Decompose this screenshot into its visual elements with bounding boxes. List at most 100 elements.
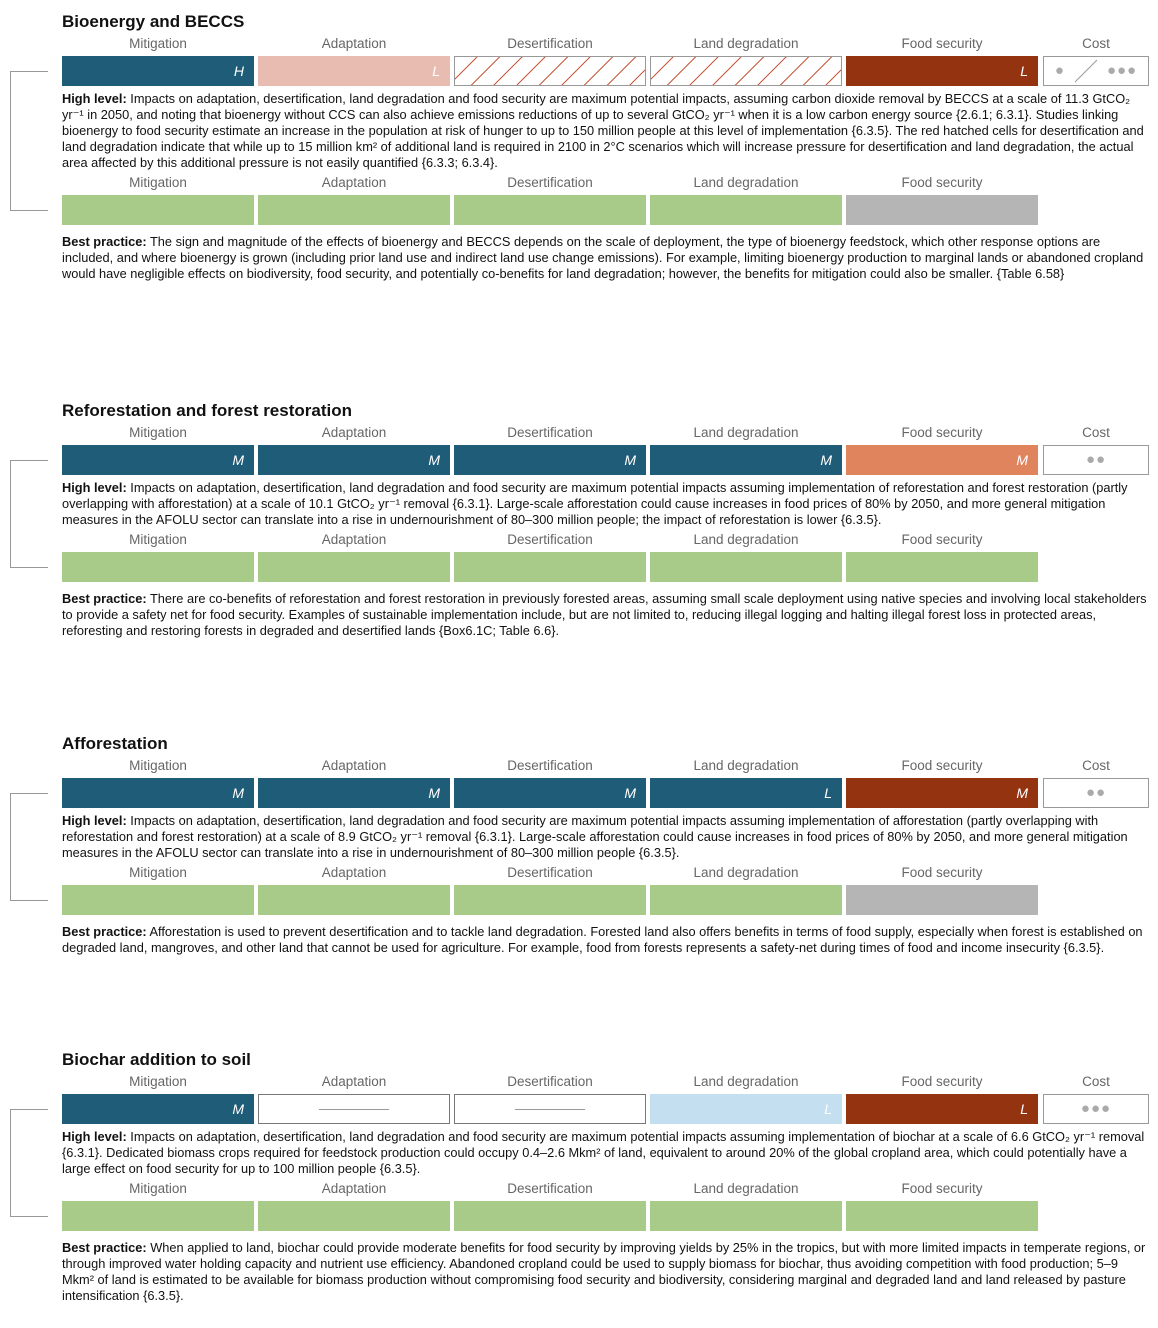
impact-cell: M	[258, 445, 450, 475]
bracket-bottom	[10, 900, 48, 901]
bracket-bottom	[10, 567, 48, 568]
confidence-letter: M	[232, 452, 244, 468]
section: Afforestation Mitigation Adaptation Deserti…	[0, 732, 1158, 956]
bracket-top	[10, 1109, 48, 1110]
impact-cell	[454, 1201, 646, 1231]
column-header: Land degradation	[693, 425, 799, 440]
cost-cell: ● ●●●	[1043, 56, 1149, 86]
description: High level: Impacts on adaptation, deser…	[62, 1129, 1150, 1177]
column-header: Mitigation	[129, 532, 187, 547]
description: High level: Impacts on adaptation, deser…	[62, 480, 1150, 528]
impact-cell	[650, 56, 842, 86]
column-header: Desertification	[507, 36, 593, 51]
description-text: Impacts on adaptation, desertification, …	[62, 1129, 1145, 1176]
confidence-letter: M	[624, 785, 636, 801]
column-header: Land degradation	[693, 532, 799, 547]
header-row: Mitigation Adaptation Desertification Land …	[0, 756, 1158, 778]
column-header: Desertification	[507, 865, 593, 880]
header-row: Mitigation Adaptation Desertification Land …	[0, 530, 1158, 552]
column-header: Adaptation	[321, 1181, 387, 1196]
impact-cell	[650, 885, 842, 915]
description-label: High level:	[62, 91, 127, 106]
cost-cell: ●●●	[1043, 1094, 1149, 1124]
header-row: Mitigation Adaptation Desertification Land …	[0, 863, 1158, 885]
impact-cell: M	[62, 1094, 254, 1124]
impact-cell: H	[62, 56, 254, 86]
impact-cell	[454, 195, 646, 225]
description: Best practice: The sign and magnitude of…	[62, 234, 1150, 282]
confidence-letter: M	[232, 785, 244, 801]
impact-cell: L	[258, 56, 450, 86]
column-header: Land degradation	[693, 175, 799, 190]
column-header: Desertification	[507, 1074, 593, 1089]
description-label: Best practice:	[62, 234, 147, 249]
column-header: Mitigation	[129, 865, 187, 880]
impact-cell: M	[846, 778, 1038, 808]
impact-cell	[62, 1201, 254, 1231]
impact-cell	[454, 56, 646, 86]
column-header: Land degradation	[693, 36, 799, 51]
cost-cell: ●●	[1043, 445, 1149, 475]
description: Best practice: Afforestation is used to …	[62, 924, 1150, 956]
column-header: Land degradation	[693, 865, 799, 880]
confidence-letter: M	[232, 1101, 244, 1117]
impact-cell	[258, 552, 450, 582]
column-header: Mitigation	[129, 175, 187, 190]
impact-cell	[258, 195, 450, 225]
bracket-top	[10, 71, 48, 72]
column-header: Food security	[901, 758, 983, 773]
cell-row: M M M M M ●●	[0, 445, 1158, 475]
impact-cell: M	[62, 445, 254, 475]
dash-line	[515, 1109, 585, 1110]
confidence-letter: H	[233, 63, 244, 79]
column-header: Cost	[1082, 36, 1110, 51]
section-title: Reforestation and forest restoration	[62, 401, 352, 420]
impact-cell: L	[650, 778, 842, 808]
confidence-letter: M	[428, 452, 440, 468]
cell-row: M L L ●●●	[0, 1094, 1158, 1124]
column-header: Desertification	[507, 175, 593, 190]
impact-cell: L	[846, 1094, 1038, 1124]
bracket-side	[10, 793, 11, 901]
impact-cell	[846, 552, 1038, 582]
confidence-letter: M	[1016, 452, 1028, 468]
column-header: Food security	[901, 532, 983, 547]
description: High level: Impacts on adaptation, deser…	[62, 91, 1150, 171]
confidence-letter: M	[820, 452, 832, 468]
dash-line	[319, 1109, 389, 1110]
column-header: Desertification	[507, 1181, 593, 1196]
description-label: High level:	[62, 813, 127, 828]
cost-dots: ●●●	[1106, 62, 1138, 79]
description-text: There are co-benefits of reforestation a…	[62, 591, 1147, 638]
description-label: Best practice:	[62, 1240, 147, 1255]
impact-cell	[258, 1201, 450, 1231]
header-row: Mitigation Adaptation Desertification Land …	[0, 1072, 1158, 1094]
cell-row: H L L ● ●●●	[0, 56, 1158, 86]
description: Best practice: When applied to land, bio…	[62, 1240, 1150, 1304]
header-row: Mitigation Adaptation Desertification Land …	[0, 1179, 1158, 1201]
impact-cell: M	[650, 445, 842, 475]
header-row: Mitigation Adaptation Desertification Land …	[0, 423, 1158, 445]
column-header: Mitigation	[129, 1074, 187, 1089]
confidence-letter: L	[824, 1101, 832, 1117]
slash	[1074, 59, 1098, 83]
column-header: Food security	[901, 1181, 983, 1196]
confidence-letter: M	[428, 785, 440, 801]
column-header: Land degradation	[693, 1074, 799, 1089]
column-header: Adaptation	[321, 1074, 387, 1089]
bracket-side	[10, 1109, 11, 1217]
confidence-letter: M	[624, 452, 636, 468]
column-header: Adaptation	[321, 175, 387, 190]
column-header: Food security	[901, 865, 983, 880]
column-header: Cost	[1082, 425, 1110, 440]
description: High level: Impacts on adaptation, deser…	[62, 813, 1150, 861]
impact-cell	[454, 552, 646, 582]
description-label: High level:	[62, 1129, 127, 1144]
impact-cell	[846, 1201, 1038, 1231]
column-header: Cost	[1082, 1074, 1110, 1089]
impact-cell: M	[454, 778, 646, 808]
impact-cell	[62, 552, 254, 582]
cell-row	[0, 195, 1158, 225]
description: Best practice: There are co-benefits of …	[62, 591, 1150, 639]
column-header: Adaptation	[321, 36, 387, 51]
